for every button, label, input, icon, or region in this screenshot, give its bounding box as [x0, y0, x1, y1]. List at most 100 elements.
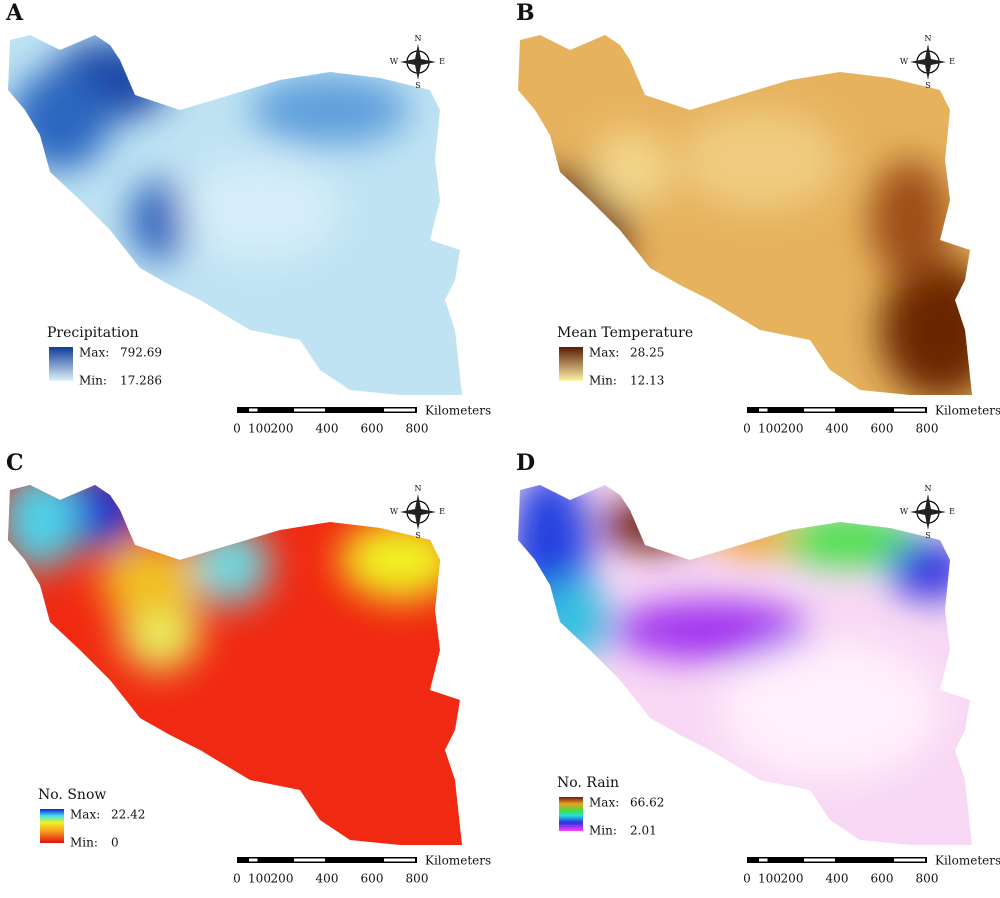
legend-max-label: Max: [79, 346, 109, 360]
scale-segment [804, 858, 835, 862]
scale-tick-label: 600 [871, 422, 894, 436]
map-shading [10, 40, 410, 260]
scale-segment [249, 858, 258, 862]
scale-tick-label: 0 [743, 422, 751, 436]
scale-tick-label: 800 [406, 422, 429, 436]
scale-unit: Kilometers [425, 404, 491, 418]
compass-e: E [949, 57, 955, 66]
map-zone [600, 500, 700, 550]
scale-tick-label: 600 [361, 422, 384, 436]
map-zone [250, 75, 410, 145]
scale-tick-label: 0 [233, 872, 241, 886]
map-zone [190, 525, 270, 605]
scale-tick-label: 400 [826, 872, 849, 886]
map-panel: C No. Snow Max: 22.42 Min: 0 0 100 200 400 600 800 K… [6, 450, 491, 886]
scale-segment [384, 408, 415, 412]
compass-e: E [439, 507, 445, 516]
legend-min-label: Min: [589, 374, 617, 388]
scale-segment [294, 408, 325, 412]
legend-min-value: 2.01 [630, 824, 657, 838]
scale-tick-label: 600 [361, 872, 384, 886]
map-zone [100, 540, 200, 620]
compass-n: N [925, 34, 932, 43]
legend-max-value: 28.25 [630, 346, 664, 360]
scale-segment [294, 858, 325, 862]
map-zone [8, 485, 80, 570]
scale-tick-label: 400 [316, 872, 339, 886]
map-zone [720, 640, 940, 780]
compass-star [910, 494, 946, 530]
legend-max-label: Max: [589, 796, 619, 810]
legend-max-label: Max: [589, 346, 619, 360]
legend-colorbar [559, 797, 583, 831]
map-zone [780, 515, 920, 565]
compass-s: S [925, 531, 930, 540]
map-zone [340, 520, 460, 600]
scale-tick-label: 100 [248, 872, 271, 886]
map-zone [180, 160, 340, 260]
panel-letter: B [516, 0, 535, 26]
scale-tick-label: 200 [271, 872, 294, 886]
scale-tick-label: 100 [248, 422, 271, 436]
legend-colorbar [40, 809, 64, 843]
legend-max-value: 22.42 [111, 808, 145, 822]
scale-bar [237, 407, 417, 413]
panel-letter: D [516, 450, 535, 476]
map-panel: D No. Rain Max: 66.62 Min: 2.01 0 100 200 400 600 8… [516, 450, 1000, 886]
compass-n: N [925, 484, 932, 493]
scale-bar [237, 857, 417, 863]
legend-title: No. Snow [38, 787, 106, 803]
scale-unit: Kilometers [935, 854, 1000, 868]
compass-s: S [415, 81, 420, 90]
legend-colorbar [49, 347, 73, 381]
legend-title: No. Rain [557, 775, 619, 791]
map-zone [880, 260, 972, 395]
compass-w: W [900, 507, 909, 516]
scale-segment [894, 858, 925, 862]
compass-s: S [415, 531, 420, 540]
legend-min-value: 0 [111, 836, 119, 850]
panel-letter: A [5, 0, 24, 26]
legend-min-value: 17.286 [120, 374, 162, 388]
scale-tick-label: 0 [743, 872, 751, 886]
scale-tick-label: 0 [233, 422, 241, 436]
panel-letter: C [6, 450, 24, 476]
map-zone [130, 180, 190, 260]
scale-bar [747, 407, 927, 413]
scale-unit: Kilometers [425, 854, 491, 868]
compass-s: S [925, 81, 930, 90]
map-panel: B Mean Temperature Max: 28.25 Min: 12.13 0 100 2… [516, 0, 1000, 436]
legend-max-value: 792.69 [120, 346, 162, 360]
scale-segment [894, 408, 925, 412]
compass-w: W [390, 57, 399, 66]
legend-min-label: Min: [70, 836, 98, 850]
scale-tick-label: 400 [316, 422, 339, 436]
scale-segment [384, 858, 415, 862]
legend-min-label: Min: [589, 824, 617, 838]
compass-w: W [900, 57, 909, 66]
scale-tick-label: 200 [781, 422, 804, 436]
map-zone [610, 600, 810, 660]
scale-bar [747, 857, 927, 863]
legend-title: Precipitation [47, 325, 139, 341]
scale-segment [759, 858, 768, 862]
legend-title: Mean Temperature [557, 325, 693, 341]
legend-colorbar [559, 347, 583, 381]
compass-e: E [949, 507, 955, 516]
map-zone [680, 110, 840, 210]
scale-tick-label: 800 [406, 872, 429, 886]
compass-n: N [415, 484, 422, 493]
scale-tick-label: 100 [758, 422, 781, 436]
scale-segment [249, 408, 258, 412]
scale-tick-label: 200 [781, 872, 804, 886]
legend-max-label: Max: [70, 808, 100, 822]
scale-tick-label: 100 [758, 872, 781, 886]
compass-e: E [439, 57, 445, 66]
scale-unit: Kilometers [935, 404, 1000, 418]
compass-star [400, 44, 436, 80]
map-zone [530, 580, 610, 660]
scale-tick-label: 400 [826, 422, 849, 436]
map-zone [10, 70, 110, 170]
map-zone [870, 160, 950, 280]
